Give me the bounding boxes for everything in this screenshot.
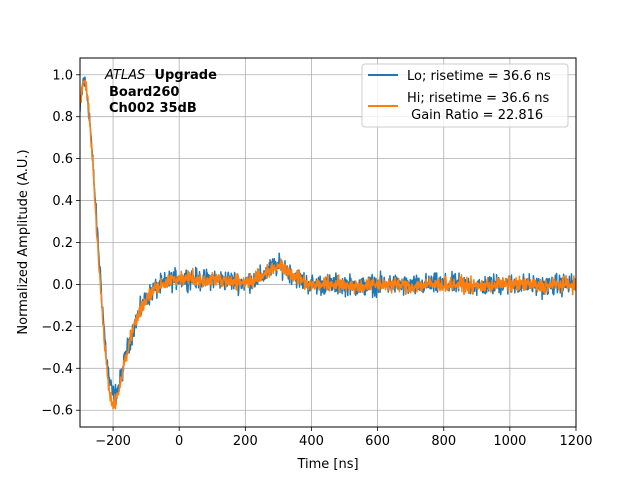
y-tick-label: −0.4 <box>41 362 73 377</box>
annotation-channel: Ch002 35dB <box>109 101 197 116</box>
y-axis-label: Normalized Amplitude (A.U.) <box>16 149 31 334</box>
annotation-upgrade: Upgrade <box>154 68 217 83</box>
x-axis-label: Time [ns] <box>296 457 358 472</box>
atlas-annotation: ATLAS Upgrade Board260 Ch002 35dB <box>104 68 217 116</box>
x-tick-label: 800 <box>431 434 456 449</box>
x-tick-label: 400 <box>299 434 324 449</box>
x-tick-label: 1200 <box>559 434 592 449</box>
annotation-atlas: ATLAS <box>104 68 145 83</box>
y-tick-label: 0.2 <box>52 236 73 251</box>
legend-box <box>361 63 569 128</box>
y-tick-label: 0.4 <box>52 194 73 209</box>
y-tick-label: −0.2 <box>41 320 73 335</box>
svg-text:ATLAS Upgrade: ATLAS Upgrade <box>104 68 217 83</box>
x-tick-label: 600 <box>365 434 390 449</box>
legend-label-hi: Hi; risetime = 36.6 ns <box>407 91 549 106</box>
x-tick-label: −200 <box>95 434 131 449</box>
y-tick-label: 0.6 <box>52 152 73 167</box>
y-tick-label: 0.0 <box>52 278 73 293</box>
y-tick-label: 1.0 <box>52 68 73 83</box>
legend-label-lo: Lo; risetime = 36.6 ns <box>407 69 551 84</box>
annotation-board: Board260 <box>109 85 179 100</box>
legend-label-gain: Gain Ratio = 22.816 <box>407 108 543 123</box>
y-axis: −0.6 −0.4 −0.2 0.0 0.2 0.4 0.6 0.8 1.0 <box>41 68 80 419</box>
x-tick-label: 1000 <box>493 434 526 449</box>
x-tick-label: 0 <box>175 434 183 449</box>
y-tick-label: 0.8 <box>52 110 73 125</box>
legend: Lo; risetime = 36.6 ns Hi; risetime = 36… <box>361 63 569 128</box>
y-tick-label: −0.6 <box>41 404 73 419</box>
x-axis: −200 0 200 400 600 800 1000 1200 <box>95 427 593 449</box>
series-line-hi <box>80 79 576 410</box>
x-tick-label: 200 <box>233 434 258 449</box>
series-layer <box>80 76 576 410</box>
